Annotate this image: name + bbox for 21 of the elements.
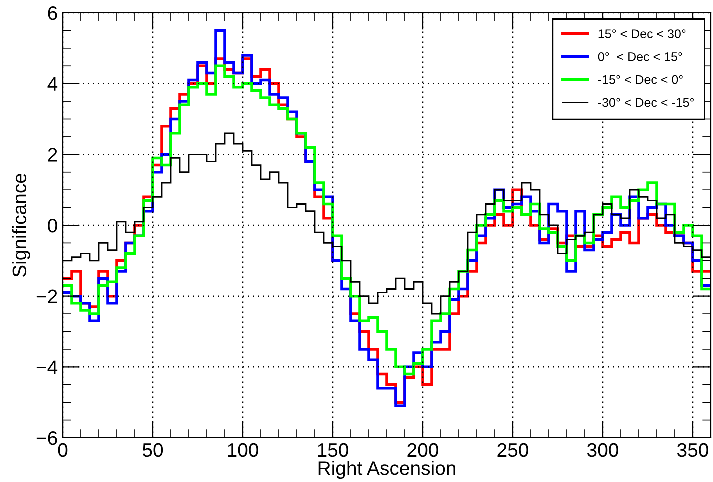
x-tick-label: 100 <box>228 443 258 458</box>
x-tick-label: 250 <box>498 443 528 458</box>
x-tick-label: 200 <box>408 443 438 458</box>
x-axis-title: Right Ascension <box>318 460 456 480</box>
y-tick-label: 2 <box>48 148 58 162</box>
y-tick-label: −2 <box>36 290 58 304</box>
legend-label: 0° < Dec < 15° <box>598 52 682 62</box>
y-tick-label: 6 <box>48 6 58 20</box>
y-tick-label: −6 <box>36 431 58 446</box>
x-tick-label: 350 <box>678 443 708 458</box>
x-tick-label: 50 <box>142 443 164 458</box>
y-tick-label: 0 <box>48 218 58 233</box>
x-tick-label: 300 <box>588 443 618 458</box>
x-tick-label: 150 <box>318 443 348 458</box>
x-tick-label: 0 <box>58 443 68 458</box>
legend-label: 15° < Dec < 30° <box>598 30 686 38</box>
y-axis-title: Significance <box>12 174 30 278</box>
y-tick-label: 4 <box>48 78 58 91</box>
y-tick-label: −4 <box>36 360 58 374</box>
legend-label: -15° < Dec < 0° <box>598 75 683 84</box>
legend-label: -30° < Dec < -15° <box>598 98 694 108</box>
